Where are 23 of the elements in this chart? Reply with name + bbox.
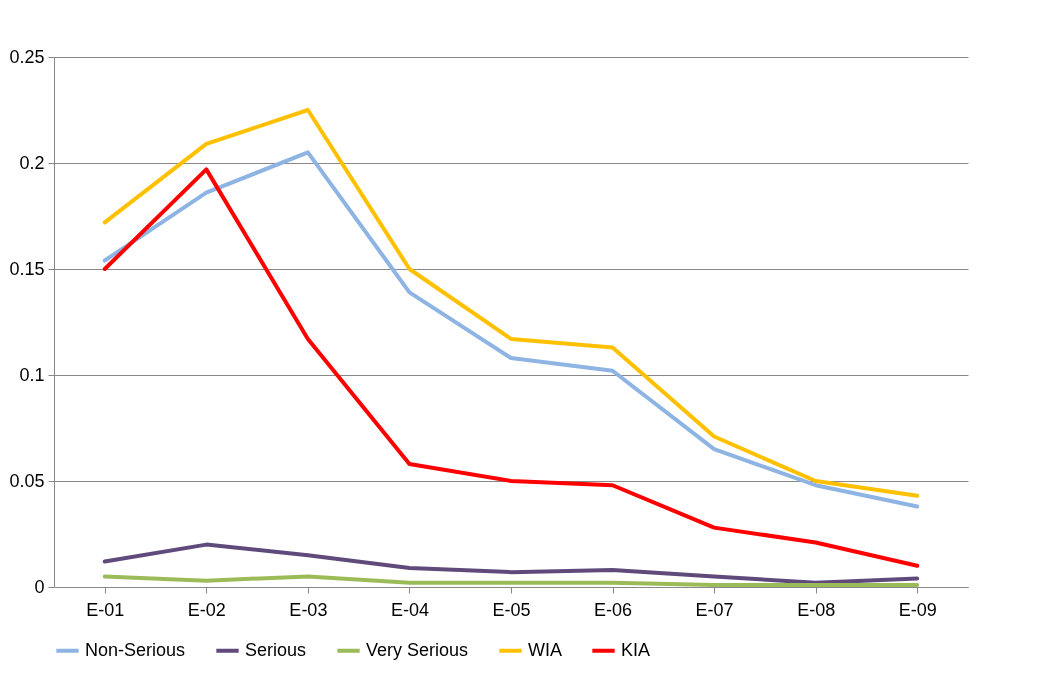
x-tick-label: E-06: [594, 599, 633, 620]
legend-label: Serious: [245, 639, 307, 660]
x-tick-label: E-02: [187, 599, 226, 620]
x-tick-label: E-07: [695, 599, 734, 620]
line-series: [102, 167, 920, 568]
legend-label: WIA: [528, 639, 562, 660]
x-tick-label: E-04: [390, 599, 429, 620]
line-series: [102, 542, 920, 585]
x-tick-label: E-05: [492, 599, 531, 620]
legend-label: KIA: [621, 639, 651, 660]
x-tick-label: E-01: [86, 599, 125, 620]
legend-label: Very Serious: [366, 639, 469, 660]
y-tick-label: 0.2: [19, 152, 45, 173]
line-series: [102, 574, 920, 587]
y-tick-label: 0.25: [9, 46, 45, 67]
x-tick-label: E-08: [797, 599, 836, 620]
y-tick-label: 0: [34, 576, 45, 597]
x-tick-label: E-09: [898, 599, 937, 620]
y-tick-label: 0.1: [19, 364, 45, 385]
y-tick-label: 0.15: [9, 258, 45, 279]
legend-label: Non-Serious: [85, 639, 186, 660]
y-tick-label: 0.05: [9, 470, 45, 491]
x-tick-label: E-03: [289, 599, 328, 620]
